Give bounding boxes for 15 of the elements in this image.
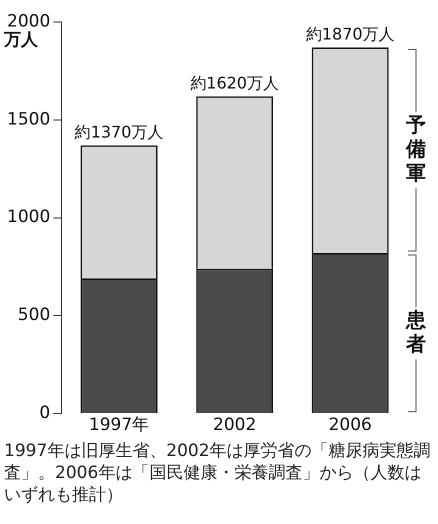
y-axis-title: 万人 <box>3 30 39 50</box>
y-tick-label: 0 <box>39 403 50 424</box>
total-label: 約1620万人 <box>190 74 279 93</box>
y-tick-label: 1500 <box>7 109 50 130</box>
y-tick-label: 2000 <box>7 11 50 32</box>
x-tick-label: 2002 <box>213 415 256 436</box>
series-label: 患者 <box>405 308 427 356</box>
y-tick-label: 500 <box>18 305 50 326</box>
series-label: 予備軍 <box>405 112 426 184</box>
total-label: 約1870万人 <box>306 24 395 44</box>
y-tick-label: 1000 <box>7 207 50 228</box>
x-tick-label: 1997年 <box>88 415 150 436</box>
text: 1997年は旧厚生省、2002年は厚労省の「糖尿病実態調査」。2006年は「国民健康・栄養調査」から（人数はいずれも推計） <box>4 440 432 506</box>
x-tick-label: 2006 <box>328 415 372 436</box>
total-label: 約1370万人 <box>74 122 164 142</box>
